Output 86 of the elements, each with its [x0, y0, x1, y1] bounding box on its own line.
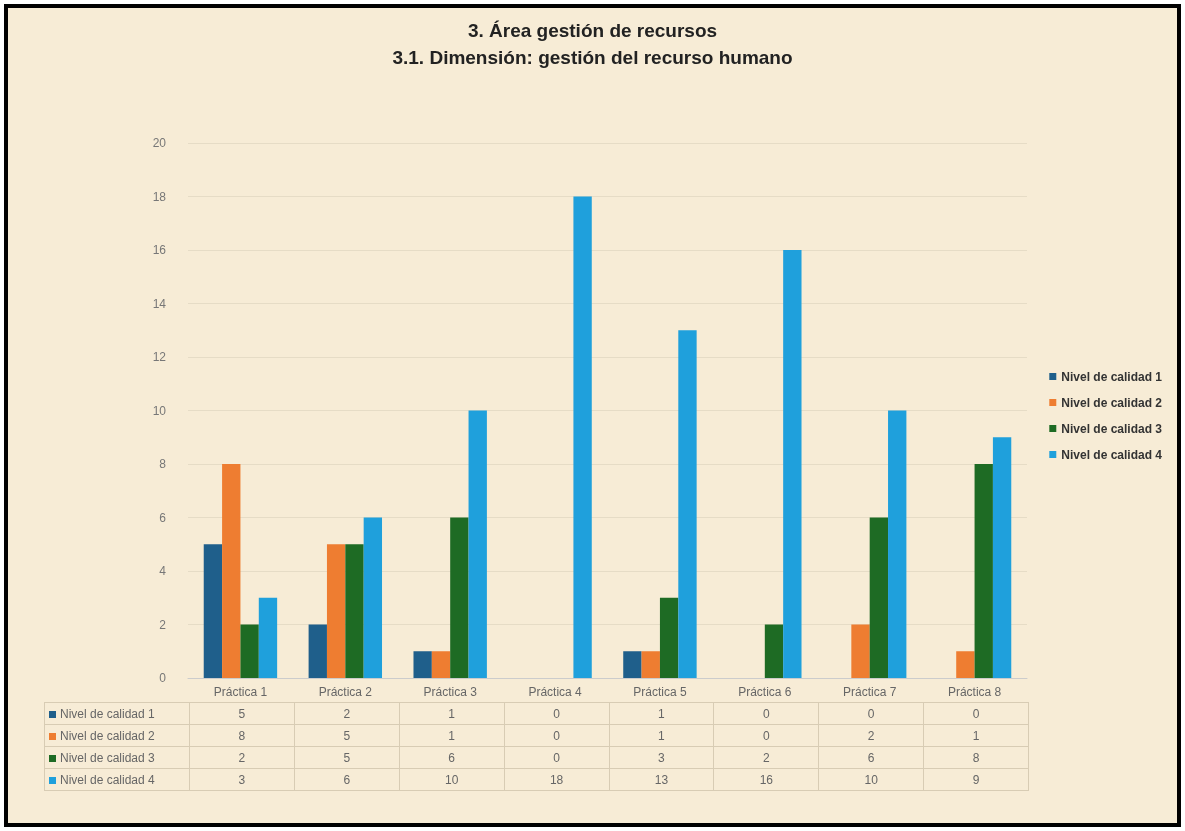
- data-label: 2: [713, 746, 819, 769]
- data-label: 0: [923, 702, 1029, 725]
- legend-label: Nivel de calidad 3: [1061, 421, 1163, 436]
- data-label: 5: [294, 746, 400, 769]
- data-label: 3: [189, 768, 295, 791]
- bar: [326, 544, 346, 678]
- bar: [992, 437, 1012, 678]
- data-label: 0: [504, 746, 609, 769]
- data-label: 13: [609, 768, 714, 791]
- legend-label: Nivel de calidad 2: [44, 724, 190, 747]
- data-label: 2: [294, 702, 400, 725]
- bar: [468, 410, 487, 678]
- x-tick-label: Práctica 2: [318, 685, 373, 699]
- legend-label: Nivel de calidad 1: [44, 702, 190, 725]
- y-tick-label: 12: [152, 350, 167, 364]
- data-label: 1: [923, 724, 1029, 747]
- data-label: 8: [923, 746, 1029, 769]
- y-tick-label: 16: [152, 243, 167, 257]
- data-label: 0: [504, 702, 609, 725]
- data-label: 16: [713, 768, 819, 791]
- bar: [851, 624, 870, 678]
- y-tick-label: 20: [152, 136, 167, 150]
- data-label: 6: [818, 746, 924, 769]
- bar: [413, 651, 432, 678]
- data-label: 1: [609, 702, 714, 725]
- data-label: 6: [294, 768, 400, 791]
- text: Nivel de calidad 4: [60, 772, 155, 787]
- y-tick-label: 4: [159, 564, 167, 578]
- bar: [240, 624, 259, 678]
- data-label: 5: [189, 702, 295, 725]
- data-label: 3: [609, 746, 714, 769]
- bar: [431, 651, 451, 678]
- bar: [308, 624, 327, 678]
- bar: [869, 517, 889, 678]
- y-tick-label: 0: [159, 671, 167, 685]
- y-tick-label: 6: [159, 510, 167, 525]
- bar: [783, 250, 802, 678]
- data-label: 1: [399, 724, 505, 747]
- data-label: 1: [399, 702, 505, 725]
- bar: [956, 651, 975, 678]
- bar: [659, 597, 679, 678]
- data-label: 10: [399, 768, 505, 791]
- bar: [623, 651, 642, 678]
- y-tick-label: 8: [159, 457, 167, 471]
- bar: [345, 544, 364, 678]
- text: Nivel de calidad 2: [1061, 395, 1163, 410]
- x-tick-label: Práctica 6: [738, 685, 792, 699]
- y-tick-label: 2: [159, 617, 167, 632]
- data-label: 0: [713, 724, 819, 747]
- bar: [450, 517, 469, 678]
- data-label: 9: [923, 768, 1029, 791]
- x-tick-label: Práctica 1: [213, 685, 268, 699]
- chart-subtitle: 3.1. Dimensión: gestión del recurso humano: [392, 47, 793, 68]
- bar: [258, 597, 278, 678]
- bar: [764, 624, 784, 678]
- bar: [363, 517, 383, 678]
- x-tick-label: Práctica 5: [633, 685, 687, 699]
- x-tick-label: Práctica 8: [947, 685, 1002, 699]
- y-tick-label: 10: [152, 403, 167, 418]
- x-tick-label: Práctica 7: [843, 685, 897, 699]
- y-tick-label: 18: [152, 189, 167, 204]
- bar: [222, 464, 241, 678]
- y-tick-label: 14: [152, 296, 167, 311]
- bar: [888, 410, 907, 678]
- text: Nivel de calidad 3: [60, 750, 155, 765]
- text: Nivel de calidad 1: [1061, 369, 1163, 384]
- data-label: 0: [504, 724, 609, 747]
- chart-title: 3. Área gestión de recursos: [467, 20, 718, 41]
- data-label: 2: [189, 746, 295, 769]
- bar: [678, 330, 697, 678]
- bar: [203, 544, 223, 678]
- bar: [974, 464, 993, 678]
- data-label: 18: [504, 768, 609, 791]
- data-label: 2: [818, 724, 924, 747]
- data-label: 10: [818, 768, 924, 791]
- bar: [573, 196, 592, 678]
- x-tick-label: Práctica 3: [423, 685, 478, 699]
- data-label: 0: [713, 702, 819, 725]
- x-tick-label: Práctica 4: [528, 685, 583, 699]
- data-label: 5: [294, 724, 400, 747]
- data-label: 8: [189, 724, 295, 747]
- data-label: 1: [609, 724, 714, 747]
- data-label: 0: [818, 702, 924, 725]
- bar: [641, 651, 660, 678]
- legend-label: Nivel de calidad 4: [1061, 447, 1163, 462]
- data-label: 6: [399, 746, 505, 769]
